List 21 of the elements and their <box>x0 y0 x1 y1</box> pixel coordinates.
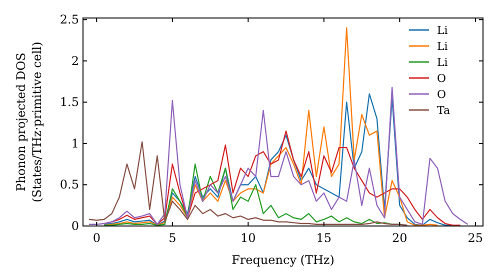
x-tick-label: 5 <box>168 231 176 245</box>
y-tick-label: 1 <box>71 136 79 150</box>
y-axis-title: Phonon projected DOS (States/THz·primitive cell) <box>14 42 44 202</box>
y-tick-label: 2 <box>71 54 79 68</box>
legend-label: O <box>437 88 446 101</box>
legend-label: Li <box>437 40 448 53</box>
legend-label: O <box>437 72 446 85</box>
legend-label: Li <box>437 24 448 37</box>
x-tick-label: 25 <box>468 231 484 245</box>
x-tick-label: 0 <box>92 231 100 245</box>
x-tick-label: 20 <box>392 231 408 245</box>
x-axis-title: Frequency (THz) <box>232 253 334 267</box>
legend-label: Ta <box>437 104 450 117</box>
y-tick-label: 1.5 <box>60 95 79 110</box>
x-tick-label: 15 <box>316 231 332 245</box>
x-tick-label: 10 <box>240 231 256 245</box>
legend-label: Li <box>437 56 448 69</box>
y-tick-label: 0 <box>71 219 79 233</box>
y-tick-label: 2.5 <box>60 12 79 27</box>
line-series <box>88 141 408 226</box>
y-tick-label: 0.5 <box>60 178 79 192</box>
